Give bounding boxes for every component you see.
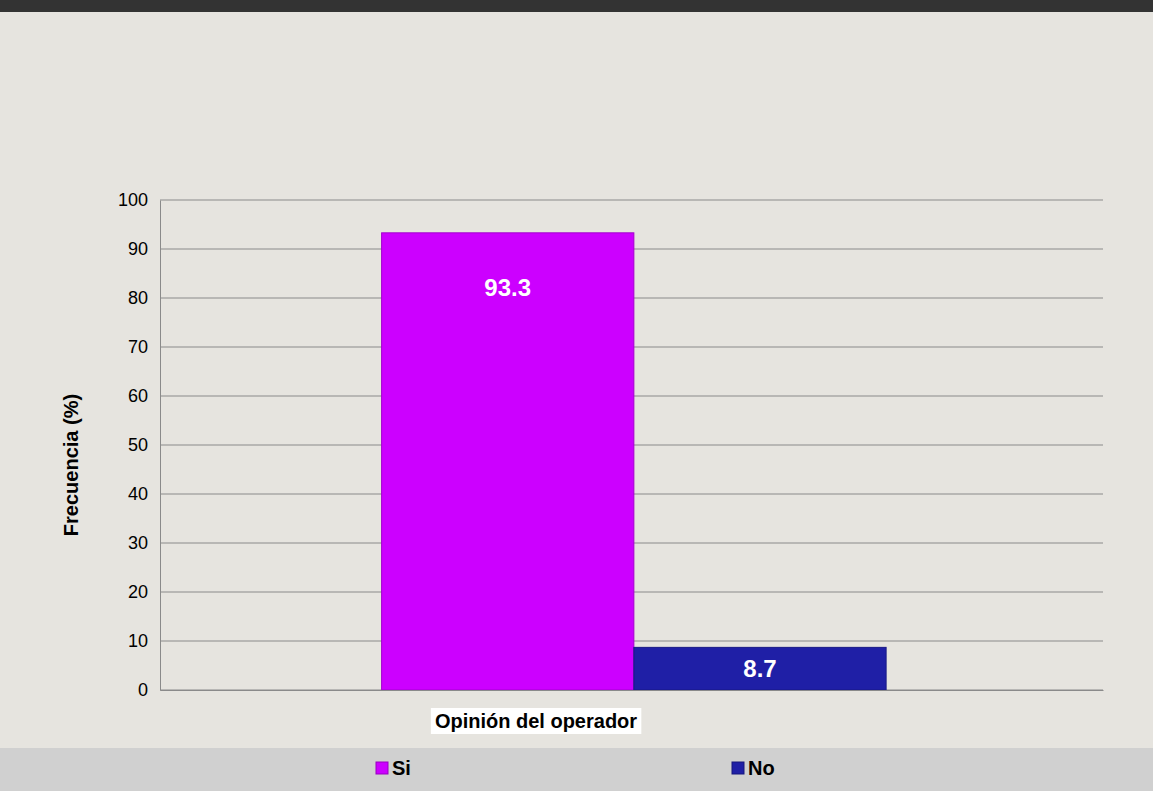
x-axis-title-group: Opinión del operador — [431, 708, 641, 734]
y-tick: 20 — [128, 582, 160, 602]
top-band — [0, 0, 1153, 12]
y-axis-title: Frecuencia (%) — [60, 394, 82, 536]
data-labels: 93.3 8.7 — [484, 274, 776, 682]
y-tick: 0 — [138, 680, 160, 700]
legend: Si No — [376, 757, 775, 779]
y-tick-label: 10 — [128, 631, 148, 651]
x-axis-title-patch — [431, 708, 641, 734]
y-axis: 0 10 20 30 40 50 60 70 80 90 100 — [118, 190, 161, 700]
bar — [382, 233, 634, 690]
y-tick: 60 — [128, 386, 160, 406]
y-tick-label: 40 — [128, 484, 148, 504]
y-tick: 90 — [128, 239, 160, 259]
grid-line — [160, 200, 1103, 201]
background — [0, 0, 1153, 791]
y-tick-label: 80 — [128, 288, 148, 308]
y-tick: 30 — [128, 533, 160, 553]
y-tick: 100 — [118, 190, 160, 210]
grid — [160, 200, 1103, 690]
bars — [382, 233, 887, 690]
legend-label: Si — [392, 757, 411, 779]
plot: 0 10 20 30 40 50 60 70 80 90 100 93.3 8.7 — [118, 190, 1104, 700]
y-tick: 40 — [128, 484, 160, 504]
y-tick-label: 20 — [128, 582, 148, 602]
y-tick-label: 100 — [118, 190, 148, 210]
y-tick: 50 — [128, 435, 160, 455]
y-tick-label: 0 — [138, 680, 148, 700]
legend-band — [0, 748, 1153, 791]
y-tick-label: 70 — [128, 337, 148, 357]
y-tick-label: 50 — [128, 435, 148, 455]
x-axis-line — [161, 690, 1104, 691]
legend-swatch — [732, 762, 744, 774]
y-tick-label: 30 — [128, 533, 148, 553]
data-label: 93.3 — [484, 274, 531, 301]
data-label: 8.7 — [743, 655, 776, 682]
bar — [634, 647, 886, 690]
y-axis-line — [160, 201, 161, 691]
y-tick-label: 90 — [128, 239, 148, 259]
y-tick: 70 — [128, 337, 160, 357]
legend-label: No — [748, 757, 775, 779]
x-axis-title: Opinión del operador — [435, 710, 637, 732]
legend-swatch — [376, 762, 388, 774]
y-tick-label: 60 — [128, 386, 148, 406]
y-tick: 80 — [128, 288, 160, 308]
y-tick: 10 — [128, 631, 160, 651]
chart: 0 10 20 30 40 50 60 70 80 90 100 93.3 8.7 Frecuencia … — [0, 0, 1153, 791]
